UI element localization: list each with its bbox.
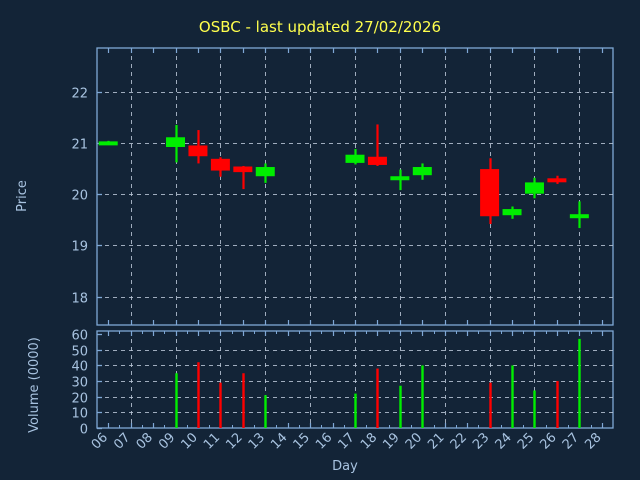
candle-body — [502, 209, 522, 216]
candle-body — [367, 156, 387, 165]
price-tick-label: 19 — [71, 240, 88, 255]
volume-tick-label: 40 — [71, 360, 88, 375]
candle-body — [188, 145, 208, 157]
candle-body — [412, 167, 432, 176]
candle-body — [210, 158, 230, 171]
x-axis-tick-labels: 06 07 08 09 10 11 12 13 14 15 16 17 18 19 20 21 22 23 24 25… — [89, 430, 605, 452]
candlestick — [390, 169, 410, 191]
y-axis-label-volume: Volume (0000) — [27, 337, 42, 433]
candlestick — [188, 130, 208, 164]
price-tick-label: 20 — [71, 189, 88, 204]
candle-body — [345, 154, 365, 163]
price-panel: 22 21 20 19 18 — [71, 47, 614, 326]
candlestick — [233, 165, 253, 190]
volume-tick-label: 20 — [71, 392, 88, 407]
candle-body — [255, 167, 275, 177]
candlestick — [98, 140, 118, 146]
candlestick — [255, 163, 275, 183]
price-tick-label: 21 — [71, 138, 88, 153]
volume-tick-label: 30 — [71, 376, 88, 391]
candlestick — [547, 175, 567, 184]
candle-body — [547, 178, 567, 183]
candlestick — [524, 177, 544, 199]
candlestick — [166, 124, 186, 163]
volume-tick-label: 10 — [71, 407, 88, 422]
volume-tick-label: 50 — [71, 345, 88, 360]
candlestick — [210, 157, 230, 177]
candlestick — [412, 163, 432, 180]
candlestick — [569, 201, 589, 229]
volume-tick-label: 0 — [80, 423, 88, 438]
x-axis-label: Day — [332, 459, 358, 474]
candle-body — [480, 169, 500, 217]
candle-body — [233, 166, 253, 173]
candlestick — [480, 158, 500, 224]
candlestick — [502, 206, 522, 219]
y-axis-label-price: Price — [15, 180, 30, 212]
volume-tick-label: 60 — [71, 329, 88, 344]
candle-body — [166, 137, 186, 147]
candle-body — [569, 214, 589, 219]
price-tick-label: 18 — [71, 292, 88, 307]
price-tick-label: 22 — [71, 87, 88, 102]
candle-body — [390, 176, 410, 181]
candlestick — [367, 124, 387, 166]
chart-title: OSBC - last updated 27/02/2026 — [199, 18, 441, 36]
candle-body — [98, 141, 118, 146]
candlestick — [345, 149, 365, 165]
candle-body — [524, 182, 544, 194]
